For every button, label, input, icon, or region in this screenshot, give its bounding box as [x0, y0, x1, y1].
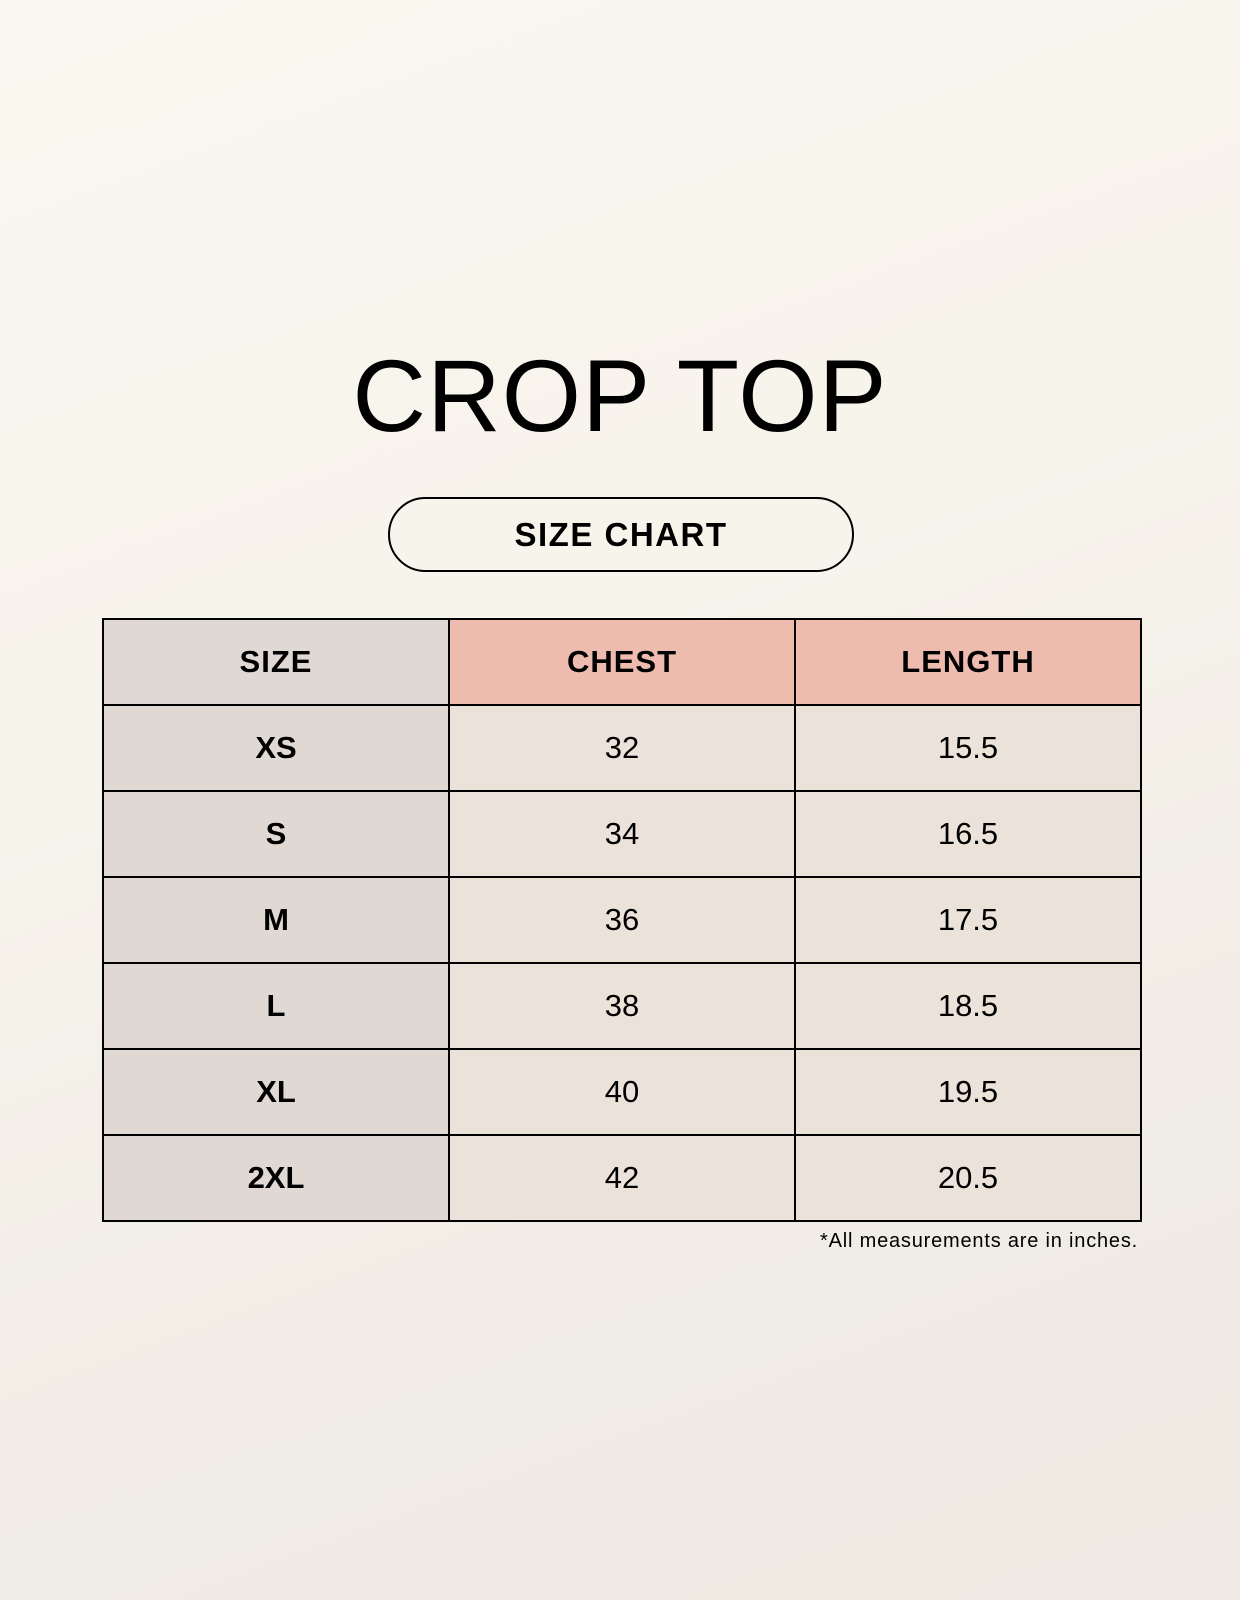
cell-chest: 42: [448, 1134, 796, 1222]
size-chart-label: SIZE CHART: [388, 497, 854, 572]
cell-chest: 40: [448, 1048, 796, 1136]
cell-chest: 38: [448, 962, 796, 1050]
table-row: 2XL 42 20.5: [102, 1134, 1142, 1222]
cell-length: 18.5: [794, 962, 1142, 1050]
cell-chest: 32: [448, 704, 796, 792]
cell-length: 16.5: [794, 790, 1142, 878]
size-table: SIZE CHEST LENGTH XS 32 15.5 S 34 16.5 M 36 17.5…: [102, 618, 1142, 1222]
table-row: S 34 16.5: [102, 790, 1142, 878]
cell-length: 20.5: [794, 1134, 1142, 1222]
cell-size: L: [102, 962, 450, 1050]
header-size: SIZE: [102, 618, 450, 706]
table-row: L 38 18.5: [102, 962, 1142, 1050]
cell-chest: 34: [448, 790, 796, 878]
cell-length: 19.5: [794, 1048, 1142, 1136]
cell-size: M: [102, 876, 450, 964]
page-title: CROP TOP: [352, 339, 888, 453]
cell-size: XL: [102, 1048, 450, 1136]
cell-chest: 36: [448, 876, 796, 964]
measurement-note: *All measurements are in inches.: [820, 1230, 1138, 1252]
cell-size: S: [102, 790, 450, 878]
cell-size: XS: [102, 704, 450, 792]
table-row: M 36 17.5: [102, 876, 1142, 964]
cell-length: 15.5: [794, 704, 1142, 792]
cell-length: 17.5: [794, 876, 1142, 964]
cell-size: 2XL: [102, 1134, 450, 1222]
header-length: LENGTH: [794, 618, 1142, 706]
table-row: XL 40 19.5: [102, 1048, 1142, 1136]
header-chest: CHEST: [448, 618, 796, 706]
table-row: XS 32 15.5: [102, 704, 1142, 792]
table-header-row: SIZE CHEST LENGTH: [102, 618, 1142, 706]
